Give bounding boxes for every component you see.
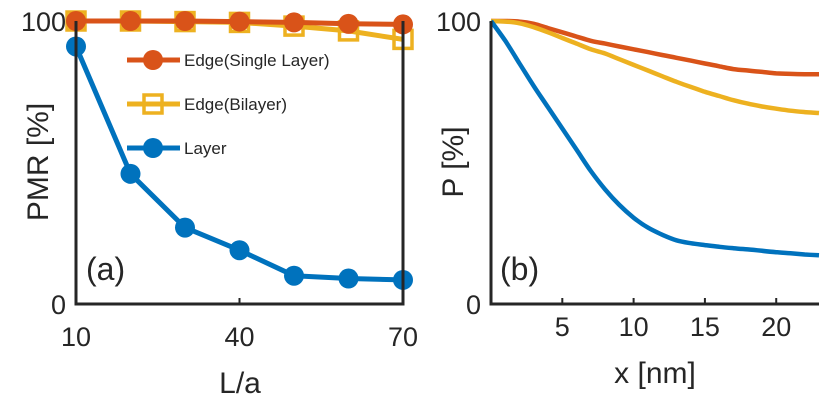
data-point — [338, 268, 359, 289]
data-point — [175, 11, 195, 31]
y-tick-label: 0 — [51, 290, 66, 320]
legend-label: Edge(Single Layer) — [184, 51, 330, 70]
x-tick-label: 70 — [388, 322, 418, 352]
data-point — [229, 11, 250, 32]
y-tick-label: 0 — [466, 290, 481, 320]
panel-b-series — [489, 18, 820, 258]
data-point — [338, 13, 359, 34]
y-tick-label: 100 — [436, 7, 481, 37]
legend-marker — [142, 93, 164, 115]
data-point — [120, 163, 141, 184]
data-point — [175, 217, 195, 238]
data-point — [229, 240, 250, 261]
panel-a-ylabel: PMR [%] — [22, 103, 55, 221]
panel-b-yticks: 0 100 — [436, 7, 481, 320]
legend-label: Layer — [184, 139, 227, 158]
x-tick-label: 5 — [555, 312, 570, 342]
x-tick-label: 40 — [224, 322, 254, 352]
panel-a-label: (a) — [86, 251, 125, 287]
data-point — [284, 12, 304, 33]
curve-0 — [490, 18, 820, 77]
x-tick-label: 10 — [61, 322, 91, 352]
panel-b-axes — [489, 21, 819, 306]
panel-b-ylabel: P [%] — [437, 126, 470, 197]
curve-2 — [489, 19, 820, 258]
panel-a: 10 40 70 0 100 L/a PMR [%] (a) Edge(Single … — [21, 7, 418, 400]
panel-b-xlabel: x [nm] — [614, 357, 696, 390]
panel-b-label: (b) — [500, 251, 539, 287]
panel-a-xticks: 10 40 70 — [61, 298, 418, 352]
x-tick-label: 20 — [761, 312, 791, 342]
data-point — [284, 265, 304, 286]
x-tick-label: 15 — [690, 312, 720, 342]
legend-marker — [143, 138, 163, 158]
panel-a-xlabel: L/a — [219, 367, 261, 400]
y-tick-label: 100 — [21, 7, 66, 37]
x-tick-label: 10 — [619, 312, 649, 342]
legend: Edge(Single Layer) Edge(Bilayer) Layer — [127, 50, 330, 158]
panel-a-yticks: 0 100 — [21, 7, 66, 320]
panel-b-xticks: 5 10 15 20 — [555, 298, 791, 342]
legend-label: Edge(Bilayer) — [184, 95, 287, 114]
data-point — [120, 11, 141, 31]
legend-marker — [143, 50, 163, 70]
panel-b: 5 10 15 20 0 100 x [nm] P [%] (b) — [436, 7, 820, 390]
curve-1 — [490, 18, 820, 116]
